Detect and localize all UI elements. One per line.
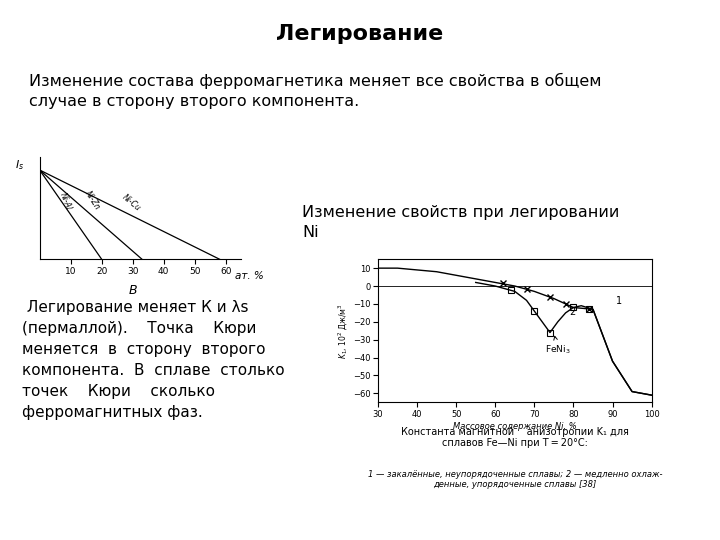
Text: 1: 1 <box>616 296 623 306</box>
Text: Ni-Al: Ni-Al <box>58 192 73 212</box>
Text: $B$: $B$ <box>127 284 138 297</box>
Text: Константа магнитной    анизотропии K₁ для
сплавов Fe—Ni при T = 20°C:: Константа магнитной анизотропии K₁ для с… <box>401 427 629 448</box>
Text: Изменение свойств при легировании
Ni: Изменение свойств при легировании Ni <box>302 205 620 240</box>
X-axis label: Массовое содержание Ni, %: Массовое содержание Ni, % <box>453 422 577 431</box>
Text: 1 — закалённые, неупорядоченные сплавы; 2 — медленно охлаж-
денные, упорядоченны: 1 — закалённые, неупорядоченные сплавы; … <box>367 470 662 489</box>
Text: ат. %: ат. % <box>235 271 264 281</box>
Y-axis label: $K_1$, $10^2$ Дж/м$^3$: $K_1$, $10^2$ Дж/м$^3$ <box>336 303 350 359</box>
Text: Ni-Zn: Ni-Zn <box>83 190 102 212</box>
Text: Легирование меняет К и λs
(пермаллой).    Точка    Кюри
меняется  в  сторону  вт: Легирование меняет К и λs (пермаллой). Т… <box>22 300 284 420</box>
Text: Легирование: Легирование <box>276 24 444 44</box>
Text: $I_s$: $I_s$ <box>15 159 24 172</box>
Text: FeNi$_3$: FeNi$_3$ <box>545 336 570 356</box>
Text: Ni-Cu: Ni-Cu <box>120 192 142 213</box>
Text: 2: 2 <box>570 307 576 316</box>
Text: Изменение состава ферромагнетика меняет все свойства в общем
случае в сторону вт: Изменение состава ферромагнетика меняет … <box>29 73 601 109</box>
